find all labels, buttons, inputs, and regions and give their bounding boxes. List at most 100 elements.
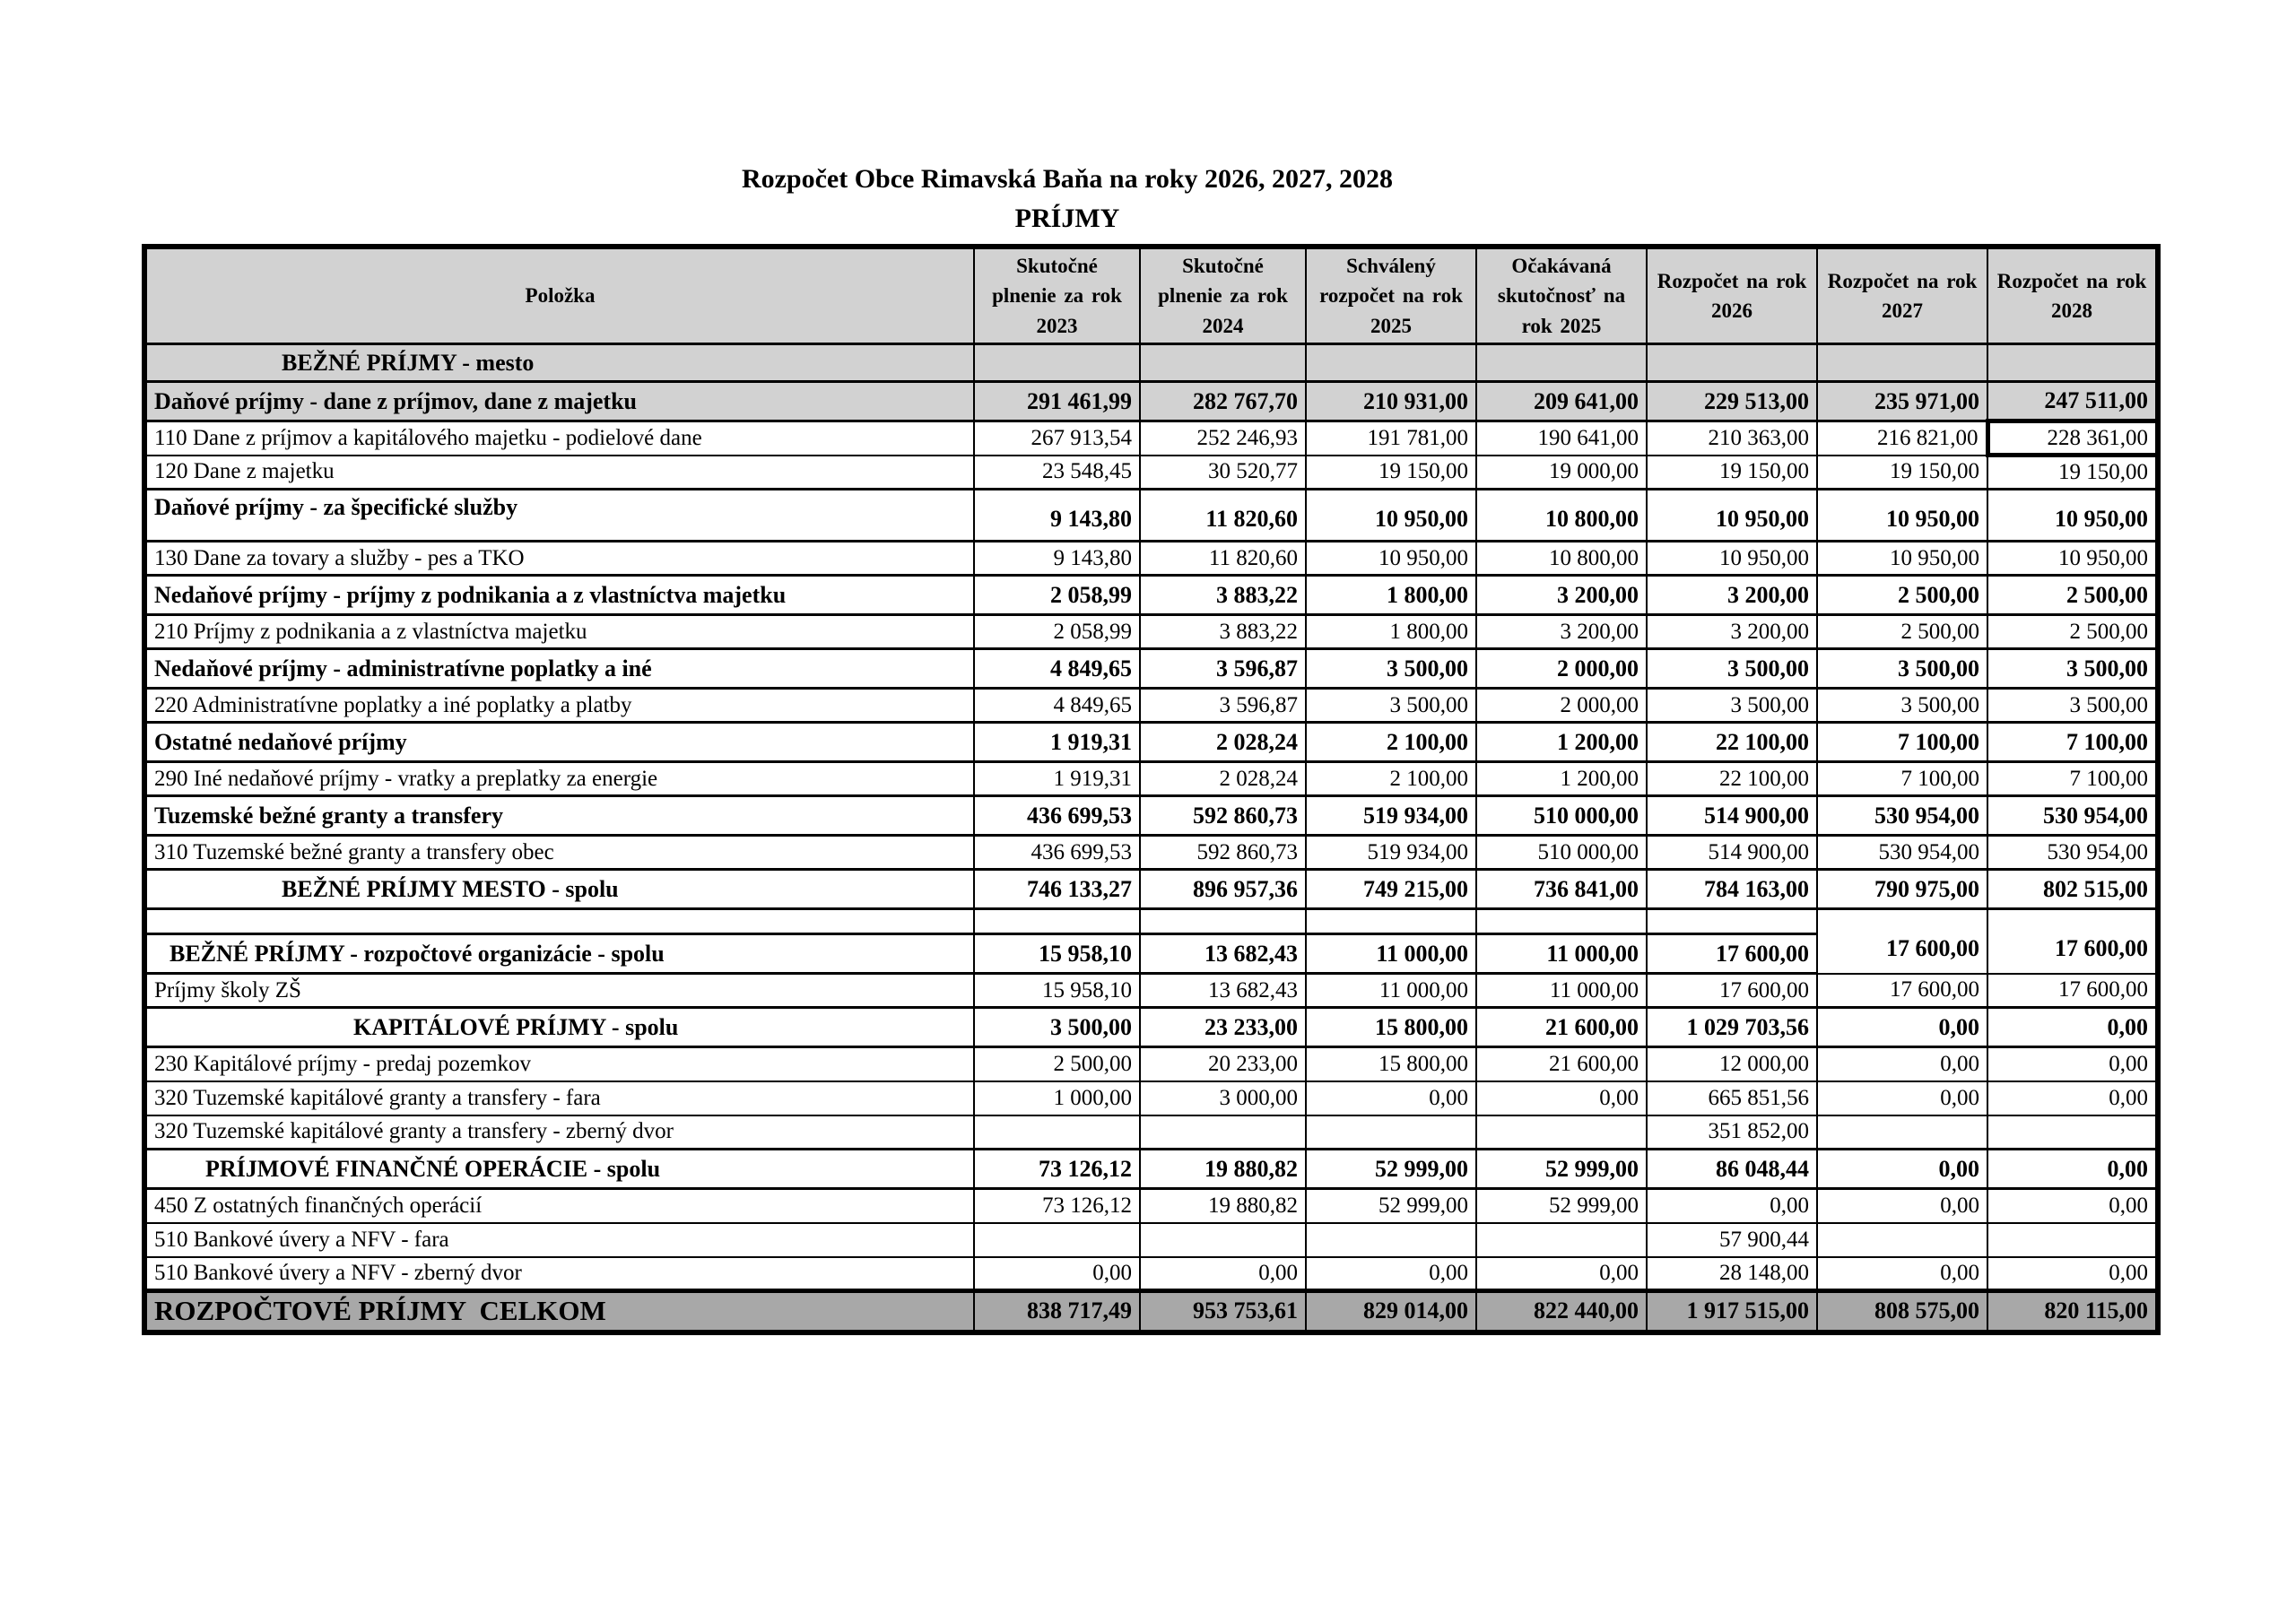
table-cell: 746 133,27	[973, 868, 1141, 911]
table-cell: 17 600,00	[1987, 972, 2159, 1009]
table-cell: 57 900,44	[1646, 1221, 1818, 1258]
table-cell	[1305, 343, 1477, 384]
table-cell: 28 148,00	[1646, 1255, 1818, 1292]
row-label: 320 Tuzemské kapitálové granty a transfe…	[144, 1114, 975, 1150]
table-cell: 23 548,45	[973, 454, 1141, 490]
row-label: 210 Príjmy z podnikania a z vlastníctva …	[144, 613, 975, 650]
row-label: 310 Tuzemské bežné granty a transfery ob…	[144, 834, 975, 871]
table-row: KAPITÁLOVÉ PRÍJMY - spolu 3 500,00 23 233,…	[144, 1006, 2159, 1049]
table-cell: 0,00	[1987, 1080, 2159, 1116]
table-cell: 0,00	[1816, 1255, 1988, 1292]
table-cell: 0,00	[1987, 1006, 2159, 1049]
table-cell	[1139, 1221, 1307, 1258]
table-cell	[1646, 907, 1818, 935]
table-cell: 2 000,00	[1475, 687, 1648, 724]
table-cell: 21 600,00	[1475, 1006, 1648, 1049]
table-cell: 436 699,53	[973, 834, 1141, 871]
row-label: Tuzemské bežné granty a transfery	[144, 794, 975, 838]
table-cell: 20 233,00	[1139, 1046, 1307, 1082]
table-cell	[1987, 343, 2159, 384]
table-cell: 510 000,00	[1475, 794, 1648, 838]
table-cell: 3 596,87	[1139, 687, 1307, 724]
table-cell: 530 954,00	[1987, 794, 2159, 838]
table-cell: 1 800,00	[1305, 574, 1477, 617]
table-cell: 1 200,00	[1475, 760, 1648, 797]
table-row: Daňové príjmy - dane z príjmov, dane z m…	[144, 380, 2159, 423]
table-cell: 10 800,00	[1475, 488, 1648, 543]
table-cell: 736 841,00	[1475, 868, 1648, 911]
table-cell: 10 950,00	[1646, 540, 1818, 577]
page-title: Rozpočet Obce Rimavská Baňa na roky 2026…	[741, 164, 1394, 194]
table-cell	[1646, 343, 1818, 384]
table-cell: 15 800,00	[1305, 1046, 1477, 1082]
table-cell: 790 975,00	[1816, 868, 1988, 911]
table-row: 510 Bankové úvery a NFV - fara 57 900,44	[144, 1221, 2159, 1258]
table-cell: 73 126,12	[973, 1148, 1141, 1191]
table-cell: 1 200,00	[1475, 721, 1648, 764]
table-cell: 229 513,00	[1646, 380, 1818, 423]
row-label: 220 Administratívne poplatky a iné popla…	[144, 687, 975, 724]
table-row: Príjmy školy ZŠ 15 958,10 13 682,43 11 000,…	[144, 972, 2159, 1009]
table-cell	[1816, 1221, 1988, 1258]
table-cell: 2 028,24	[1139, 721, 1307, 764]
table-cell	[973, 907, 1141, 935]
table-cell: 11 000,00	[1475, 933, 1648, 976]
table-cell: 820 115,00	[1987, 1289, 2159, 1335]
table-row: PRÍJMOVÉ FINANČNÉ OPERÁCIE - spolu 73 126…	[144, 1148, 2159, 1191]
table-cell: 2 500,00	[1987, 613, 2159, 650]
table-row: 17 600,00 17 600,00	[144, 907, 2159, 975]
table-cell: 749 215,00	[1305, 868, 1477, 911]
table-cell: 3 500,00	[1816, 647, 1988, 690]
table-cell	[973, 1221, 1141, 1258]
row-label: Daňové príjmy - za špecifické služby	[144, 488, 975, 543]
table-cell: 0,00	[1475, 1255, 1648, 1292]
table-cell	[1139, 907, 1307, 935]
table-cell	[1816, 1114, 1988, 1150]
table-cell: 13 682,43	[1139, 972, 1307, 1009]
table-row: Daňové príjmy - za špecifické služby 9 14…	[144, 488, 2159, 543]
table-cell: 19 880,82	[1139, 1187, 1307, 1224]
table-cell: 2 000,00	[1475, 647, 1648, 690]
row-label: KAPITÁLOVÉ PRÍJMY - spolu	[144, 1006, 975, 1049]
table-cell: 829 014,00	[1305, 1289, 1477, 1335]
table-cell: 592 860,73	[1139, 794, 1307, 838]
column-header: Schválený rozpočet na rok 2025	[1305, 246, 1477, 345]
table-row: 220 Administratívne poplatky a iné popla…	[144, 687, 2159, 724]
table-cell	[1987, 1114, 2159, 1150]
row-label: 130 Dane za tovary a služby - pes a TKO	[144, 540, 975, 577]
table-cell: 4 849,65	[973, 687, 1141, 724]
table-cell: 52 999,00	[1475, 1148, 1648, 1191]
table-cell: 1 919,31	[973, 760, 1141, 797]
table-cell: 2 100,00	[1305, 721, 1477, 764]
table-cell: 282 767,70	[1139, 380, 1307, 423]
budget-table-wrap: Položka Skutočné plnenie za rok 2023 Skuto…	[142, 244, 2161, 1335]
table-cell: 17 600,00	[1987, 907, 2159, 975]
table-cell: 514 900,00	[1646, 794, 1818, 838]
table-cell	[1987, 1221, 2159, 1258]
table-cell: 0,00	[1816, 1080, 1988, 1116]
table-cell	[1475, 343, 1648, 384]
table-cell: 17 600,00	[1646, 972, 1818, 1009]
table-cell: 3 596,87	[1139, 647, 1307, 690]
table-cell: 30 520,77	[1139, 454, 1307, 490]
title-block: Rozpočet Obce Rimavská Baňa na roky 2026…	[0, 163, 2135, 235]
table-cell: 190 641,00	[1475, 420, 1648, 456]
column-header: Položka	[144, 246, 975, 345]
table-row: 120 Dane z majetku 23 548,45 30 520,77 19 1…	[144, 454, 2159, 490]
table-row: 510 Bankové úvery a NFV - zberný dvor 0,0…	[144, 1255, 2159, 1292]
table-cell	[973, 1114, 1141, 1150]
row-label: 320 Tuzemské kapitálové granty a transfe…	[144, 1080, 975, 1116]
table-cell: 3 200,00	[1475, 574, 1648, 617]
table-cell: 2 028,24	[1139, 760, 1307, 797]
table-cell: 209 641,00	[1475, 380, 1648, 423]
table-cell: 530 954,00	[1987, 834, 2159, 871]
table-cell: 10 950,00	[1305, 540, 1477, 577]
row-label: 510 Bankové úvery a NFV - zberný dvor	[144, 1255, 975, 1292]
table-cell: 86 048,44	[1646, 1148, 1818, 1191]
table-cell: 191 781,00	[1305, 420, 1477, 456]
table-cell: 0,00	[1475, 1080, 1648, 1116]
table-cell	[1475, 907, 1648, 935]
column-header: Skutočné plnenie za rok 2024	[1139, 246, 1307, 345]
row-label: 510 Bankové úvery a NFV - fara	[144, 1221, 975, 1258]
